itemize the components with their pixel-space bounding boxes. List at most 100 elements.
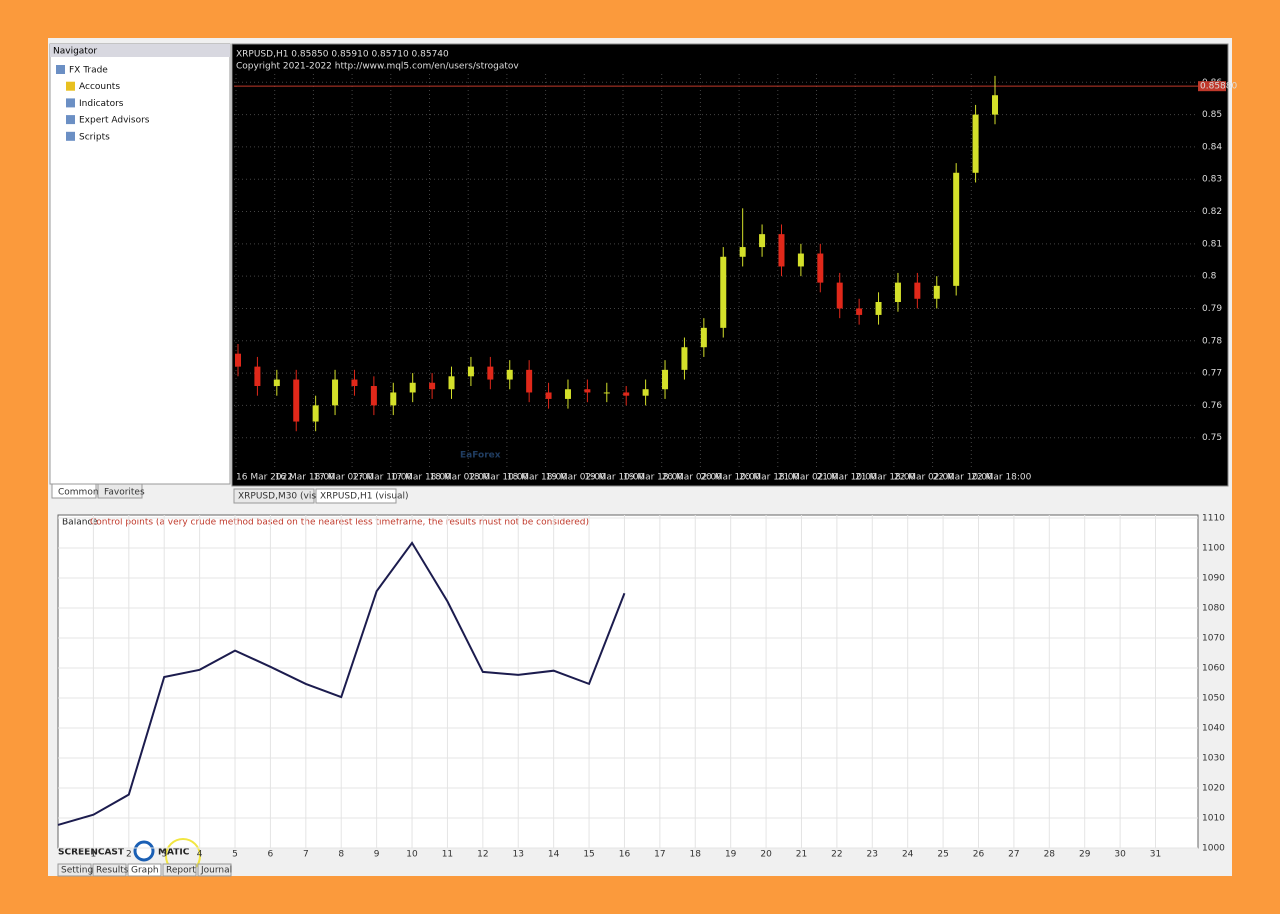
y-tick-label: 0.85	[1202, 110, 1222, 120]
tab[interactable]	[197, 863, 232, 877]
x-tick-label: 16 Mar 18:00	[275, 473, 335, 483]
tab-label[interactable]: XRPUSD,H1 (visual)	[320, 492, 409, 502]
tab[interactable]	[92, 863, 127, 877]
candle-body	[836, 282, 843, 309]
x-tick-label: 22 Mar 18:00	[971, 473, 1031, 483]
candle-body	[545, 392, 552, 399]
tab-label[interactable]: Common	[58, 488, 99, 498]
candle-body	[351, 379, 358, 386]
candle-body	[370, 386, 377, 406]
x-tick-label: 19 Mar 18:00	[623, 473, 683, 483]
tab-label[interactable]: XRPUSD,M30 (visual)	[238, 492, 333, 502]
x-tick-label: 29	[1079, 850, 1091, 860]
tab-label[interactable]: Favorites	[104, 488, 145, 498]
x-tick-label: 18	[690, 850, 702, 860]
tree-icon	[66, 131, 75, 141]
x-tick-label: 12	[477, 850, 488, 860]
x-tick-label: 6	[268, 850, 274, 860]
price-chart: XRPUSD,H1 0.85850 0.85910 0.85710 0.8574…	[234, 50, 1237, 483]
candle-body	[390, 392, 397, 406]
x-tick-label: 2	[126, 850, 132, 860]
x-tick-label: 21 Mar 10:00	[817, 473, 877, 483]
navigator-title: Navigator	[53, 47, 97, 57]
candle-body	[409, 382, 416, 393]
x-tick-label: 13	[513, 850, 524, 860]
watermark: EaForex	[460, 451, 501, 461]
x-tick-label: 15	[583, 850, 594, 860]
x-tick-label: 17 Mar 10:00	[352, 473, 412, 483]
x-tick-label: 22 Mar 10:00	[933, 473, 993, 483]
graph-subtitle: Control points (a very crude method base…	[90, 518, 589, 528]
tree-item[interactable]: FX Trade	[69, 66, 108, 76]
x-tick-label: 27	[1008, 850, 1019, 860]
y-tick-label: 1010	[1202, 814, 1225, 824]
x-tick-label: 31	[1150, 850, 1161, 860]
tab[interactable]	[162, 863, 197, 877]
tab[interactable]	[315, 488, 397, 504]
candle-body	[448, 376, 455, 390]
candle-body	[293, 379, 300, 422]
candle-body	[739, 247, 746, 257]
tab[interactable]	[51, 483, 97, 499]
x-tick-label: 18 Mar 18:00	[507, 473, 567, 483]
tree-icon	[56, 65, 65, 74]
x-tick-label: 1	[91, 850, 97, 860]
tree-item[interactable]: Indicators	[79, 99, 124, 109]
tree-item[interactable]: Expert Advisors	[79, 116, 150, 126]
candle-body	[487, 366, 494, 380]
tab-label[interactable]: Graph	[131, 866, 159, 876]
tab-label[interactable]: Settings	[61, 866, 98, 876]
x-tick-label: 10	[406, 850, 418, 860]
x-tick-label: 18 Mar 10:00	[468, 473, 528, 483]
candle-body	[875, 302, 882, 315]
y-tick-label: 0.75	[1202, 433, 1222, 443]
navigator-header	[50, 44, 230, 57]
candle-body	[662, 369, 669, 390]
candle-body	[312, 405, 319, 422]
y-tick-label: 1060	[1202, 664, 1225, 674]
y-tick-label: 1000	[1202, 844, 1225, 854]
y-tick-label: 0.79	[1202, 304, 1222, 314]
x-tick-label: 20 Mar 18:00	[739, 473, 799, 483]
y-tick-label: 1110	[1202, 514, 1225, 524]
y-tick-label: 1040	[1202, 724, 1225, 734]
x-tick-label: 4	[197, 850, 203, 860]
candle-body	[584, 389, 591, 393]
tab[interactable]	[127, 863, 162, 877]
tab-label[interactable]: Journal	[200, 866, 232, 876]
candle-body	[254, 366, 261, 386]
candle-body	[894, 282, 901, 302]
x-tick-label: 17	[654, 850, 665, 860]
x-tick-label: 9	[374, 850, 380, 860]
candle-body	[933, 285, 940, 299]
tab-label[interactable]: Report	[166, 866, 196, 876]
tab[interactable]	[97, 483, 143, 499]
tree-icon	[66, 98, 75, 108]
tab-label[interactable]: Results	[96, 866, 129, 876]
tree-item[interactable]: Accounts	[79, 82, 120, 92]
x-tick-label: 3	[161, 850, 167, 860]
x-tick-label: 21 Mar 18:00	[855, 473, 915, 483]
y-tick-label: 1080	[1202, 604, 1225, 614]
y-tick-label: 0.8	[1202, 272, 1217, 282]
tab[interactable]	[233, 488, 315, 504]
x-tick-label: 19	[725, 850, 737, 860]
x-tick-label: 20 Mar 02:00	[662, 473, 722, 483]
x-tick-label: 14	[548, 850, 560, 860]
x-tick-label: 11	[442, 850, 453, 860]
x-tick-label: 21	[796, 850, 807, 860]
tab[interactable]	[57, 863, 92, 877]
candle-body	[914, 282, 921, 299]
x-tick-label: 23	[867, 850, 878, 860]
x-tick-label: 20 Mar 10:00	[700, 473, 760, 483]
tree-icon	[66, 115, 75, 125]
y-tick-label: 1030	[1202, 754, 1225, 764]
candle-body	[526, 369, 533, 393]
tree-item[interactable]: Scripts	[79, 132, 110, 142]
candle-body	[953, 172, 960, 286]
candle-body	[642, 389, 649, 396]
price-label-bg	[1198, 81, 1226, 92]
watermark: MATIC	[158, 848, 190, 858]
candle-body	[235, 353, 241, 367]
y-tick-label: 1070	[1202, 634, 1225, 644]
